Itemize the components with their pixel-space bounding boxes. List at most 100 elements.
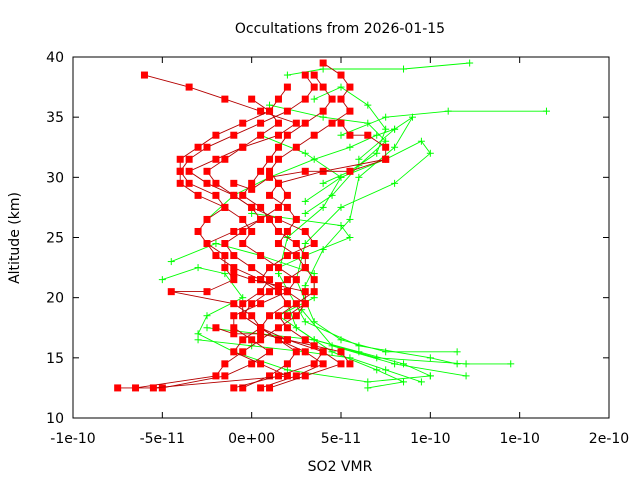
series-line <box>260 134 458 365</box>
series-green-4 <box>298 113 470 380</box>
data-point-square <box>185 167 193 175</box>
data-point-square <box>292 119 300 127</box>
data-point-square <box>382 143 390 151</box>
data-point-square <box>257 288 265 296</box>
data-point-square <box>274 336 282 344</box>
data-point-square <box>248 179 256 187</box>
data-point-plus <box>301 197 309 205</box>
data-point-square <box>257 324 265 332</box>
plot-area <box>114 59 550 392</box>
data-point-square <box>221 360 229 368</box>
data-point-square <box>266 107 274 115</box>
series-green-2 <box>337 107 550 139</box>
series-red-7 <box>230 119 390 392</box>
data-point-plus <box>355 342 363 350</box>
data-point-square <box>292 372 300 380</box>
data-point-square <box>149 384 157 392</box>
data-point-plus <box>221 270 229 278</box>
data-point-square <box>274 324 282 332</box>
data-point-square <box>283 312 291 320</box>
data-point-square <box>239 336 247 344</box>
series-line <box>198 339 422 383</box>
data-point-plus <box>301 318 309 326</box>
series-red-6 <box>149 83 291 392</box>
data-point-square <box>283 300 291 308</box>
data-point-plus <box>337 83 345 91</box>
data-point-plus <box>212 240 220 248</box>
data-point-plus <box>319 203 327 211</box>
x-tick-label: -5e-11 <box>140 431 185 447</box>
data-point-square <box>292 348 300 356</box>
data-point-square <box>203 179 211 187</box>
data-point-plus <box>301 282 309 290</box>
data-point-square <box>274 240 282 248</box>
data-point-plus <box>301 149 309 157</box>
data-point-plus <box>298 306 306 314</box>
data-point-plus <box>417 137 425 145</box>
data-point-square <box>230 348 238 356</box>
data-point-square <box>301 288 309 296</box>
data-point-square <box>221 252 229 260</box>
data-point-square <box>185 179 193 187</box>
data-point-square <box>274 155 282 163</box>
data-point-square <box>239 384 247 392</box>
data-point-plus <box>301 240 309 248</box>
data-point-square <box>319 107 327 115</box>
data-point-square <box>230 270 238 278</box>
y-tick-label: 25 <box>46 231 64 247</box>
data-point-plus <box>319 113 327 121</box>
data-point-square <box>310 342 318 350</box>
chart-title: Occultations from 2026-01-15 <box>235 21 445 37</box>
data-point-square <box>301 71 309 79</box>
data-point-plus <box>373 354 381 362</box>
data-point-square <box>364 131 372 139</box>
data-point-square <box>266 348 274 356</box>
data-point-plus <box>203 324 211 332</box>
data-point-plus <box>462 372 470 380</box>
series-green-3 <box>292 137 461 356</box>
data-point-plus <box>391 179 399 187</box>
data-point-plus <box>266 101 274 109</box>
data-point-square <box>221 372 229 380</box>
data-point-square <box>337 360 345 368</box>
data-point-square <box>239 143 247 151</box>
data-point-square <box>283 131 291 139</box>
data-point-plus <box>346 234 354 241</box>
data-point-square <box>239 300 247 308</box>
y-tick-label: 15 <box>46 351 64 367</box>
data-point-plus <box>310 155 318 163</box>
data-point-square <box>274 372 282 380</box>
data-point-square <box>274 282 282 290</box>
data-point-plus <box>337 221 345 229</box>
data-point-square <box>283 336 291 344</box>
data-point-plus <box>337 131 345 139</box>
data-point-square <box>239 227 247 235</box>
x-tick-label: 1e-10 <box>410 431 450 447</box>
data-point-square <box>194 191 202 199</box>
data-point-square <box>310 288 318 296</box>
data-point-square <box>283 252 291 260</box>
data-point-square <box>319 360 327 368</box>
data-point-square <box>283 360 291 368</box>
data-point-square <box>283 83 291 91</box>
data-point-square <box>257 203 265 211</box>
data-point-square <box>212 179 220 187</box>
data-point-square <box>292 312 300 320</box>
data-point-square <box>292 276 300 284</box>
data-point-square <box>328 95 336 103</box>
data-point-plus <box>346 143 354 151</box>
series-red-5 <box>203 95 300 392</box>
data-point-square <box>221 155 229 163</box>
data-point-plus <box>355 155 363 163</box>
data-point-square <box>221 95 229 103</box>
data-point-plus <box>426 372 434 380</box>
data-point-square <box>310 240 318 248</box>
data-point-plus <box>453 348 461 356</box>
data-point-square <box>212 252 220 260</box>
x-tick-label: -1e-10 <box>50 431 95 447</box>
data-point-square <box>301 372 309 380</box>
data-point-square <box>337 119 345 127</box>
data-point-square <box>212 155 220 163</box>
data-point-square <box>212 324 220 332</box>
series-green-8 <box>203 125 399 223</box>
